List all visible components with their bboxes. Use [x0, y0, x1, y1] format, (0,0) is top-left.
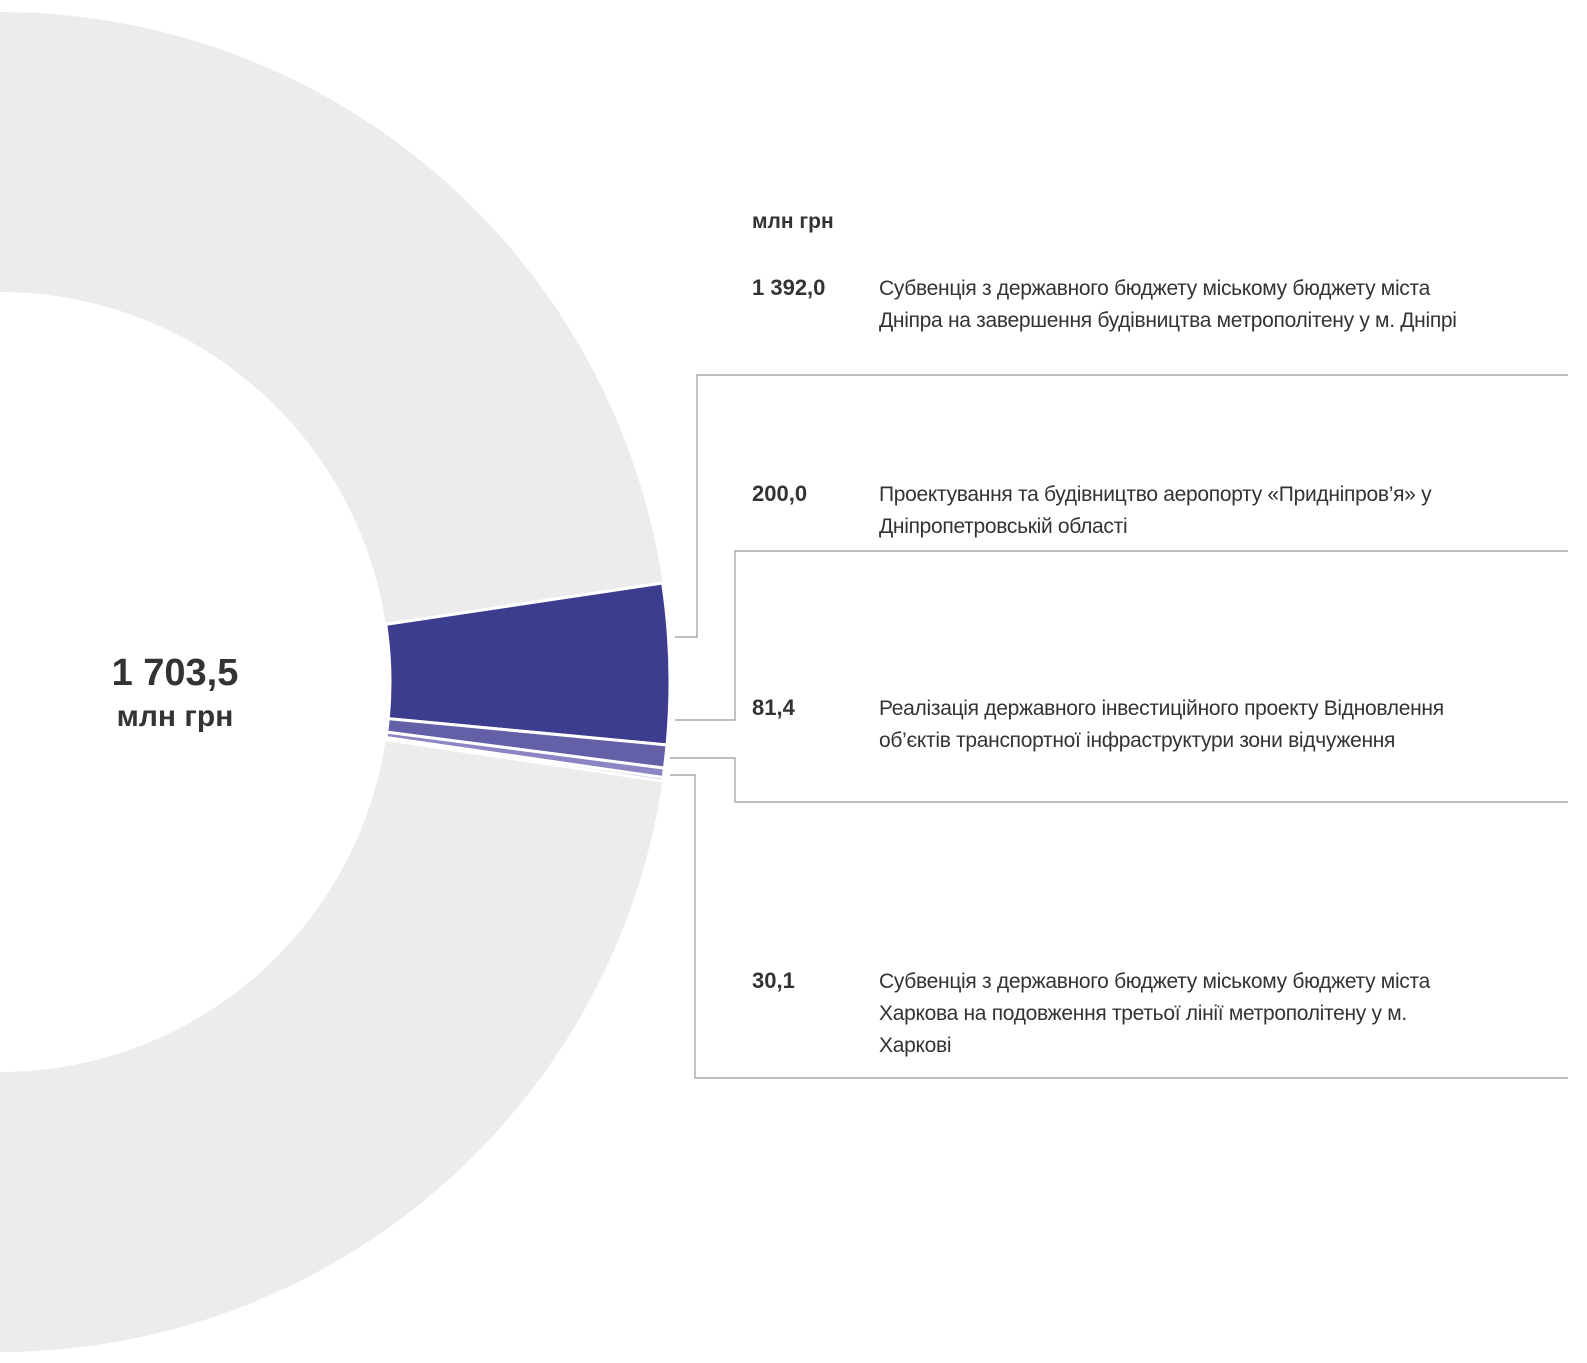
value-label: 81,4 [752, 695, 795, 720]
unit-header: млн грн [752, 210, 834, 233]
category-label: Субвенція з державного бюджету міському … [879, 277, 1457, 332]
center-value: 1 703,5 [111, 652, 239, 694]
value-label: 200,0 [752, 481, 808, 506]
connector [675, 550, 1568, 721]
category-label: Реалізація державного інвестиційного про… [879, 697, 1444, 752]
slice [384, 735, 665, 783]
value-label: 30,1 [752, 968, 795, 993]
category-label: Проектування та будівництво аеропорту «П… [879, 483, 1432, 538]
donut [0, 12, 672, 1352]
category-label: Субвенція з державного бюджету міському … [879, 970, 1430, 1057]
connector [670, 757, 1568, 803]
connector [675, 374, 1568, 638]
connectors [670, 374, 1568, 1079]
background-ring [0, 12, 670, 1352]
center-unit: млн грн [116, 700, 234, 733]
value-label: 1 392,0 [752, 275, 826, 300]
connector [670, 774, 1568, 1079]
